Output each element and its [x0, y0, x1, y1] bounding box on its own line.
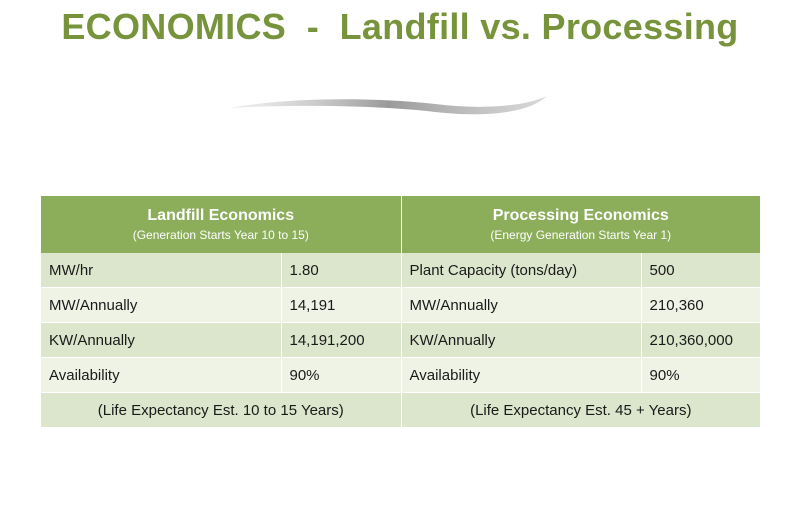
economics-table: Landfill Economics (Generation Starts Ye… — [41, 196, 761, 428]
processing-label: MW/Annually — [401, 287, 642, 323]
table-row: MW/Annually 14,191 MW/Annually 210,360 — [41, 287, 761, 323]
landfill-header: Landfill Economics (Generation Starts Ye… — [41, 196, 402, 253]
table-row: Availability 90% Availability 90% — [41, 357, 761, 393]
processing-header: Processing Economics (Energy Generation … — [401, 196, 761, 253]
processing-label: Plant Capacity (tons/day) — [401, 253, 642, 288]
landfill-label: MW/Annually — [41, 287, 282, 323]
processing-label: KW/Annually — [401, 322, 642, 358]
landfill-label: MW/hr — [41, 253, 282, 288]
landfill-header-subtitle: (Generation Starts Year 10 to 15) — [132, 227, 309, 242]
slide-title: ECONOMICS - Landfill vs. Processing — [61, 6, 739, 47]
swoosh-divider — [229, 96, 547, 115]
landfill-label: Availability — [41, 357, 282, 393]
processing-label: Availability — [401, 357, 642, 393]
table-footer-row: (Life Expectancy Est. 10 to 15 Years) (L… — [41, 392, 761, 428]
processing-value: 210,360 — [641, 287, 761, 323]
processing-footer: (Life Expectancy Est. 45 + Years) — [401, 392, 761, 428]
processing-header-subtitle: (Energy Generation Starts Year 1) — [490, 227, 672, 242]
landfill-value: 14,191 — [281, 287, 402, 323]
processing-value: 500 — [641, 253, 761, 288]
processing-value: 90% — [641, 357, 761, 393]
landfill-footer: (Life Expectancy Est. 10 to 15 Years) — [41, 392, 402, 428]
landfill-value: 90% — [281, 357, 402, 393]
landfill-value: 14,191,200 — [281, 322, 402, 358]
table-row: MW/hr 1.80 Plant Capacity (tons/day) 500 — [41, 253, 761, 288]
table-header-row: Landfill Economics (Generation Starts Ye… — [41, 196, 761, 253]
processing-value: 210,360,000 — [641, 322, 761, 358]
landfill-value: 1.80 — [281, 253, 402, 288]
table-row: KW/Annually 14,191,200 KW/Annually 210,3… — [41, 322, 761, 358]
landfill-label: KW/Annually — [41, 322, 282, 358]
landfill-header-title: Landfill Economics — [147, 206, 295, 224]
processing-header-title: Processing Economics — [492, 206, 669, 224]
